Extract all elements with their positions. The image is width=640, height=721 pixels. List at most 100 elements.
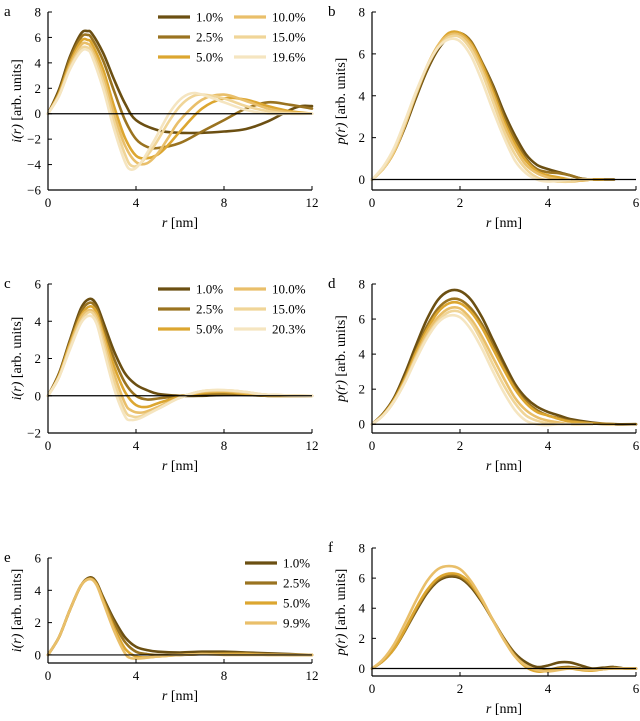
y-tick-label-c: 2 [35,351,42,366]
x-tick-label-f: 2 [457,681,464,696]
x-tick-label-d: 4 [545,438,552,453]
x-tick-label-e: 4 [133,668,140,683]
y-tick-label-c: 4 [35,314,42,329]
x-tick-label-a: 0 [45,195,52,210]
y-tick-label-f: 6 [359,571,366,586]
y-tick-label-c: 0 [35,388,42,403]
legend-label-a-0: 1.0% [196,10,223,25]
y-axis-label-c: i(r) [arb. units] [10,317,25,401]
x-tick-label-b: 6 [633,195,640,210]
series-line-b-3 [370,32,594,183]
y-axis-label-a: i(r) [arb. units] [10,59,25,143]
series-line-e-0 [46,576,314,657]
x-axis-label-c: r [nm] [162,459,198,474]
y-axis-label-e: i(r) [arb. units] [10,569,25,653]
y-tick-label-f: 2 [359,631,366,646]
x-tick-label-b: 2 [457,195,464,210]
legend-label-a-5: 19.6% [272,50,306,65]
panel-d: 0 2 4 6 0 2 4 6 8 d r [nm] p(r) [arb. units] [328,276,640,474]
legend-label-e-1: 2.5% [283,576,310,591]
legend-label-a-3: 10.0% [272,10,306,25]
y-axis-label-f: p(r) [arb. units] [334,569,349,657]
x-axis-label-d: r [nm] [486,459,522,474]
panel-f: 0 2 4 6 0 2 4 6 8 f r [nm] p(r) [arb. units] [328,540,640,717]
legend-label-c-3: 10.0% [272,282,306,297]
y-tick-label-d: 2 [359,382,366,397]
legend-label-e-0: 1.0% [283,556,310,571]
x-tick-label-f: 6 [633,681,640,696]
panel-letter-d: d [328,276,336,292]
x-axis-label-a: r [nm] [162,216,198,231]
y-tick-label-c: 6 [35,277,42,292]
x-axis-label-b: r [nm] [486,216,522,231]
y-tick-label-b: 0 [359,172,366,187]
y-tick-label-a: 2 [35,81,42,96]
panel-letter-a: a [4,4,11,20]
y-tick-label-a: 4 [35,55,42,70]
x-tick-label-a: 4 [133,195,140,210]
x-tick-label-b: 4 [545,195,552,210]
legend-label-a-2: 5.0% [196,50,223,65]
legend-label-a-1: 2.5% [196,30,223,45]
x-tick-label-e: 12 [306,668,319,683]
y-tick-label-e: 2 [35,615,42,630]
y-tick-label-f: 0 [359,661,366,676]
panel-c: 0 4 8 12 −2 0 2 4 6 c r [nm] i(r) [arb. units] 1.0% 2… [4,276,319,474]
panel-letter-f: f [328,540,333,556]
x-tick-label-c: 4 [133,438,140,453]
series-line-b-5 [370,37,572,183]
series-line-f-2 [370,572,638,673]
legend-e: 1.0% 2.5% 5.0% 9.9% [245,556,310,631]
y-tick-label-b: 4 [359,88,366,103]
y-tick-label-a: −6 [27,183,41,198]
panel-letter-c: c [4,276,11,292]
series-line-f-1 [370,573,638,672]
legend-label-e-3: 9.9% [283,616,310,631]
legend-a: 1.0% 2.5% 5.0% 10.0% 15.0% 19.6% [158,10,306,65]
legend-label-c-0: 1.0% [196,282,223,297]
legend-label-a-4: 15.0% [272,30,306,45]
x-tick-label-d: 0 [369,438,376,453]
x-tick-label-d: 2 [457,438,464,453]
legend-label-c-4: 15.0% [272,302,306,317]
x-tick-label-a: 12 [306,195,319,210]
series-line-f-0 [370,575,638,670]
y-tick-label-d: 0 [359,417,366,432]
legend-c: 1.0% 2.5% 5.0% 10.0% 15.0% 20.3% [158,282,306,337]
legend-label-c-1: 2.5% [196,302,223,317]
y-axis-label-d: p(r) [arb. units] [334,315,349,403]
panel-letter-b: b [328,4,336,20]
x-tick-label-c: 8 [221,438,228,453]
panel-letter-e: e [4,550,11,566]
x-tick-label-d: 6 [633,438,640,453]
x-tick-label-a: 8 [221,195,228,210]
y-tick-label-a: 6 [35,30,42,45]
panel-a: 0 4 8 12 −6 −4 −2 0 2 4 6 8 a r [nm] i(r) [arb. units]… [4,4,319,231]
panel-b: 0 2 4 6 0 2 4 6 8 b r [nm] p(r) [arb. units] [328,4,640,231]
series-line-d-0 [370,288,638,426]
x-tick-label-e: 8 [221,668,228,683]
y-tick-label-d: 4 [359,347,366,362]
panel-e: 0 4 8 12 0 2 4 6 e r [nm] i(r) [arb. units] 1.0% 2.5… [4,550,319,704]
y-tick-label-d: 6 [359,312,366,327]
x-tick-label-f: 4 [545,681,552,696]
y-tick-label-b: 2 [359,130,366,145]
series-line-c-5 [46,314,314,422]
x-axis-label-e: r [nm] [162,689,198,704]
y-tick-label-f: 4 [359,601,366,616]
series-line-e-3 [46,577,314,660]
y-tick-label-a: 8 [35,5,42,20]
legend-label-c-5: 20.3% [272,322,306,337]
series-line-a-0 [46,29,314,135]
series-line-e-2 [46,577,314,659]
y-tick-label-e: 6 [35,551,42,566]
y-tick-label-a: −2 [27,132,41,147]
y-tick-label-b: 8 [359,5,366,20]
y-tick-label-d: 8 [359,277,366,292]
series-line-a-3 [46,41,314,166]
series-line-b-4 [370,34,594,184]
y-tick-label-a: −4 [27,157,41,172]
y-tick-label-b: 6 [359,46,366,61]
y-tick-label-f: 8 [359,541,366,556]
